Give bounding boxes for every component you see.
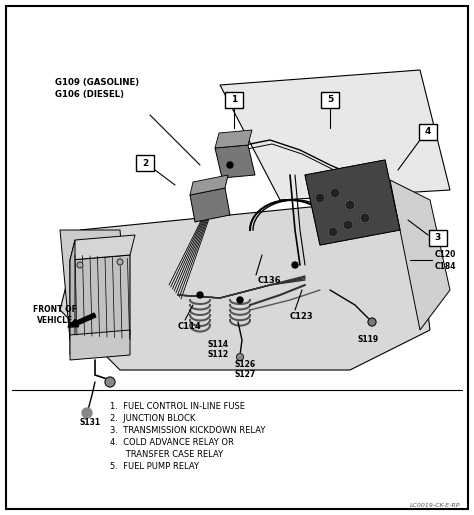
Circle shape: [343, 220, 353, 230]
Circle shape: [197, 292, 203, 298]
FancyArrow shape: [68, 313, 96, 327]
Text: 3.  TRANSMISSION KICKDOWN RELAY: 3. TRANSMISSION KICKDOWN RELAY: [110, 426, 265, 435]
Text: S112: S112: [208, 350, 229, 359]
Polygon shape: [305, 160, 400, 245]
Text: TRANSFER CASE RELAY: TRANSFER CASE RELAY: [110, 450, 223, 459]
Text: C136: C136: [258, 276, 282, 285]
Text: S119: S119: [358, 335, 379, 344]
Polygon shape: [390, 180, 450, 330]
Text: C114: C114: [178, 322, 202, 331]
FancyBboxPatch shape: [6, 6, 468, 509]
Circle shape: [117, 259, 123, 265]
Text: LC0019-CK-E-RP: LC0019-CK-E-RP: [410, 503, 460, 508]
Text: C184: C184: [435, 262, 456, 271]
Circle shape: [345, 200, 355, 210]
Circle shape: [105, 377, 115, 387]
Polygon shape: [70, 330, 130, 360]
Text: 2.  JUNCTION BLOCK: 2. JUNCTION BLOCK: [110, 414, 195, 423]
Text: C123: C123: [290, 312, 314, 321]
Polygon shape: [215, 145, 255, 178]
Circle shape: [328, 227, 338, 237]
Polygon shape: [60, 230, 130, 340]
FancyBboxPatch shape: [136, 155, 154, 171]
Text: C120: C120: [435, 250, 456, 259]
Circle shape: [315, 193, 325, 203]
Circle shape: [330, 188, 340, 198]
Polygon shape: [220, 70, 450, 200]
Polygon shape: [70, 235, 135, 260]
Circle shape: [77, 262, 83, 268]
Text: FRONT OF
VEHICLE: FRONT OF VEHICLE: [33, 305, 77, 324]
Polygon shape: [60, 200, 430, 370]
Text: 5: 5: [327, 95, 333, 105]
Circle shape: [360, 213, 370, 223]
Text: 1.  FUEL CONTROL IN-LINE FUSE: 1. FUEL CONTROL IN-LINE FUSE: [110, 402, 245, 411]
Polygon shape: [190, 188, 230, 222]
Polygon shape: [70, 240, 75, 355]
Circle shape: [368, 318, 376, 326]
Text: 2: 2: [142, 159, 148, 167]
Polygon shape: [190, 175, 228, 195]
Text: S127: S127: [235, 370, 256, 379]
Text: S126: S126: [235, 360, 256, 369]
FancyBboxPatch shape: [419, 124, 437, 140]
Circle shape: [82, 408, 92, 418]
Text: 1: 1: [231, 95, 237, 105]
Text: S114: S114: [208, 340, 229, 349]
Text: G109 (GASOLINE): G109 (GASOLINE): [55, 78, 139, 87]
Text: G106 (DIESEL): G106 (DIESEL): [55, 90, 124, 99]
Text: S131: S131: [80, 418, 101, 427]
Polygon shape: [305, 160, 400, 245]
Text: 5.  FUEL PUMP RELAY: 5. FUEL PUMP RELAY: [110, 462, 199, 471]
Polygon shape: [215, 130, 252, 148]
Circle shape: [237, 353, 244, 360]
Text: 4: 4: [425, 128, 431, 136]
FancyBboxPatch shape: [429, 230, 447, 246]
Circle shape: [227, 162, 233, 168]
FancyBboxPatch shape: [225, 92, 243, 108]
Polygon shape: [70, 255, 130, 340]
Text: 4.  COLD ADVANCE RELAY OR: 4. COLD ADVANCE RELAY OR: [110, 438, 234, 447]
FancyBboxPatch shape: [321, 92, 339, 108]
Circle shape: [237, 297, 243, 303]
Text: 3: 3: [435, 233, 441, 243]
Circle shape: [292, 262, 298, 268]
